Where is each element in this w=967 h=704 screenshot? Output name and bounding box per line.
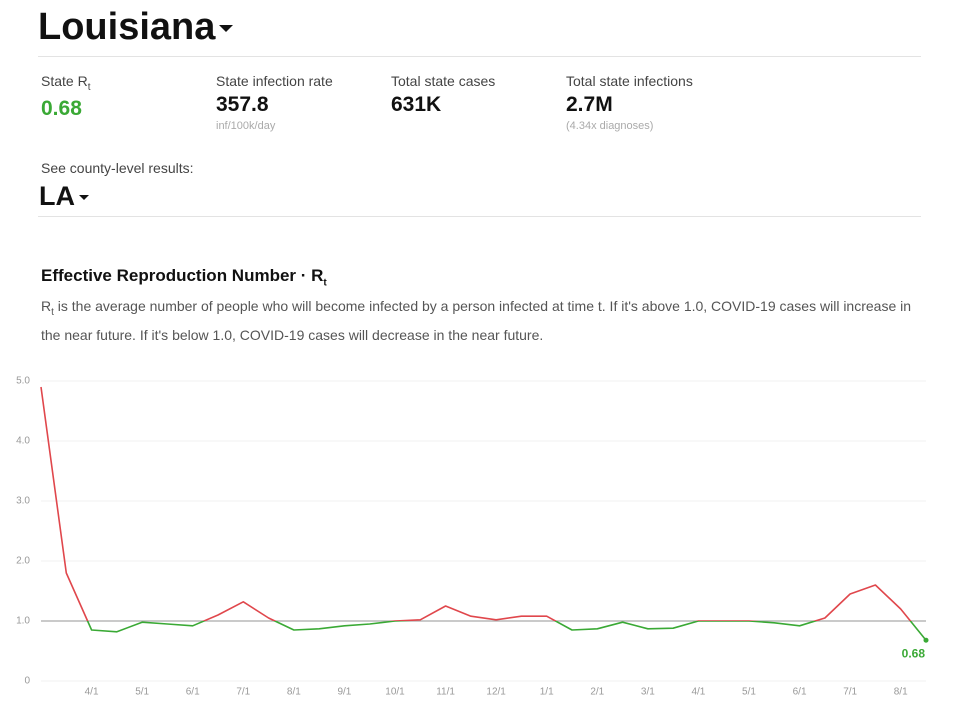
chart-title-sub: t: [323, 277, 327, 289]
stat-value: 2.7M: [566, 93, 613, 116]
county-selector[interactable]: LA: [39, 181, 89, 212]
stat-label-sub: t: [87, 81, 91, 93]
chart-title: Effective Reproduction Number · Rt: [41, 266, 327, 288]
symbol-sub: t: [51, 306, 54, 318]
stat-label: Total state cases: [391, 73, 496, 89]
rt-line: [40, 386, 927, 641]
x-tick-label: 7/1: [843, 687, 857, 698]
county-value: LA: [39, 181, 75, 211]
x-tick-label: 3/1: [641, 687, 655, 698]
x-tick-label: 4/1: [691, 687, 705, 698]
x-tick-label: 5/1: [742, 687, 756, 698]
last-point: [923, 637, 929, 643]
stat-value: 631K: [391, 93, 442, 116]
stat-note: (4.34x diagnoses): [566, 120, 654, 132]
chart: 0 1.0 2.0 3.0 4.0 5.0 4/1 5/1 6/1 7/1 8/1 9/1 10/1 11…: [16, 376, 929, 698]
y-tick-label: 0: [24, 676, 30, 687]
state-selector[interactable]: Louisiana: [38, 6, 234, 49]
x-tick-label: 8/1: [894, 687, 908, 698]
stat-value: 357.8: [216, 93, 269, 116]
symbol: R: [41, 298, 52, 314]
caret: [219, 25, 234, 33]
county-prompt: See county-level results:: [41, 160, 194, 176]
x-tick-label: 1/1: [540, 687, 554, 698]
divider: [38, 216, 921, 217]
x-tick-label: 8/1: [287, 687, 301, 698]
stat-label: Total state infections: [566, 73, 693, 89]
stat-label: State R: [41, 73, 88, 89]
x-tick-label: 10/1: [385, 687, 405, 698]
x-tick-label: 2/1: [590, 687, 604, 698]
x-tick-label: 12/1: [486, 687, 506, 698]
y-tick-label: 1.0: [16, 616, 30, 627]
x-tick-label: 5/1: [135, 687, 149, 698]
stat: Total state cases 631K: [391, 73, 495, 117]
description-text: is the average number of people who will…: [41, 298, 912, 343]
caret: [79, 195, 89, 201]
divider: [38, 56, 921, 57]
stat-value: 0.68: [41, 96, 82, 120]
last-value-label: 0.68: [902, 646, 926, 660]
stat-note: inf/100k/day: [216, 120, 276, 132]
x-tick-label: 6/1: [186, 687, 200, 698]
chart-description: Rt is the average number of people who w…: [41, 295, 926, 346]
y-tick-label: 4.0: [16, 436, 30, 447]
x-tick-label: 9/1: [337, 687, 351, 698]
stat: Total state infections 2.7M (4.34x diagn…: [566, 73, 693, 132]
x-tick-label: 6/1: [793, 687, 807, 698]
y-tick-label: 2.0: [16, 556, 30, 567]
stat: State infection rate 357.8 inf/100k/day: [216, 73, 333, 132]
stat: State Rt 0.68: [41, 73, 90, 121]
x-tick-label: 4/1: [85, 687, 99, 698]
stat-label: State infection rate: [216, 73, 333, 89]
y-tick-label: 3.0: [16, 496, 30, 507]
chart-title-text: Effective Reproduction Number · R: [41, 266, 324, 285]
x-tick-label: 11/1: [436, 687, 455, 698]
x-tick-label: 7/1: [236, 687, 250, 698]
y-tick-label: 5.0: [16, 376, 30, 387]
state-title: Louisiana: [38, 6, 216, 48]
